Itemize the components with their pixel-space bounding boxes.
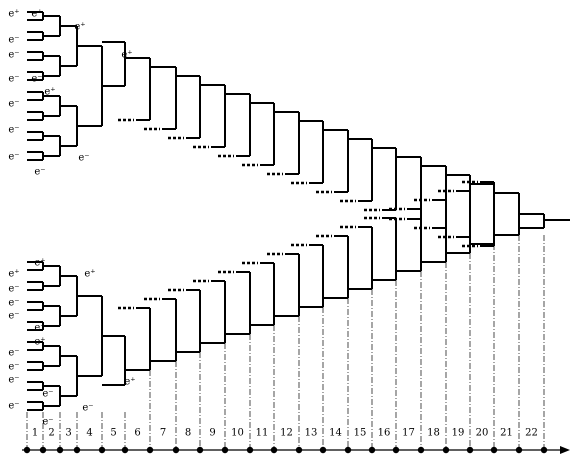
particle-label: e⁺ (121, 50, 132, 61)
particle-label: e⁻ (78, 153, 89, 164)
time-point (73, 446, 81, 454)
particle-label: e⁻ (82, 403, 93, 414)
particle-label: e⁺ (8, 269, 19, 280)
time-point (392, 446, 400, 454)
particle-label: e⁻ (8, 152, 19, 163)
time-point (146, 446, 154, 454)
particle-label: e⁻ (8, 298, 19, 309)
particle-label: e⁻ (8, 74, 19, 85)
axis-arrow (560, 446, 570, 454)
particle-label: e⁺ (34, 337, 45, 348)
particle-label: e⁻ (42, 417, 53, 428)
time-point (98, 446, 106, 454)
particle-label: e⁺ (84, 269, 95, 280)
step-number: 21 (500, 428, 513, 439)
step-number: 19 (452, 428, 465, 439)
step-number: 22 (525, 428, 538, 439)
step-number: 1 (32, 428, 38, 439)
time-point (344, 446, 352, 454)
step-number: 7 (160, 428, 166, 439)
step-number: 9 (209, 428, 215, 439)
particle-label: e⁺ (34, 258, 45, 269)
particle-label: e⁻ (34, 323, 45, 334)
particle-label: e⁻ (8, 99, 19, 110)
step-number: 3 (65, 428, 71, 439)
step-number: 20 (476, 428, 489, 439)
step-number: 16 (378, 428, 391, 439)
time-point (319, 446, 327, 454)
step-number: 8 (185, 428, 191, 439)
particle-label: e⁻ (8, 348, 19, 359)
particle-label: e⁺ (31, 9, 42, 20)
time-point (56, 446, 64, 454)
time-point (221, 446, 229, 454)
time-point (368, 446, 376, 454)
time-point (121, 446, 129, 454)
particle-label: e⁺ (8, 9, 19, 20)
step-number: 17 (402, 428, 415, 439)
step-number: 6 (134, 428, 140, 439)
particle-label: e⁻ (8, 401, 19, 412)
particle-label: e⁻ (8, 50, 19, 61)
particle-label: e⁺ (74, 22, 85, 33)
particle-label: e⁺ (124, 377, 135, 388)
step-number: 11 (256, 428, 269, 439)
step-number: 2 (48, 428, 54, 439)
particle-label: e⁻ (8, 35, 19, 46)
step-number: 5 (110, 428, 116, 439)
time-point (442, 446, 450, 454)
step-number: 18 (427, 428, 440, 439)
particle-label: e⁻ (8, 362, 19, 373)
time-point (246, 446, 254, 454)
time-point (417, 446, 425, 454)
particle-label: e⁺ (44, 87, 55, 98)
step-number: 4 (86, 428, 92, 439)
step-number: 15 (354, 428, 367, 439)
particle-label: e⁻ (42, 389, 53, 400)
step-number: 14 (329, 428, 342, 439)
particle-label: e⁻ (8, 311, 19, 322)
time-point (515, 446, 523, 454)
time-point (196, 446, 204, 454)
particle-label: e⁻ (31, 74, 42, 85)
step-number: 13 (305, 428, 318, 439)
particle-label: e⁻ (34, 167, 45, 178)
particle-label: e⁻ (8, 375, 19, 386)
time-point (23, 446, 31, 454)
time-point (540, 446, 548, 454)
time-point (466, 446, 474, 454)
time-point (490, 446, 498, 454)
time-point (172, 446, 180, 454)
particle-label: e⁻ (8, 125, 19, 136)
time-point (295, 446, 303, 454)
time-point (39, 446, 47, 454)
step-number: 12 (280, 428, 293, 439)
step-number: 10 (231, 428, 244, 439)
time-point (270, 446, 278, 454)
particle-label: e⁻ (8, 284, 19, 295)
